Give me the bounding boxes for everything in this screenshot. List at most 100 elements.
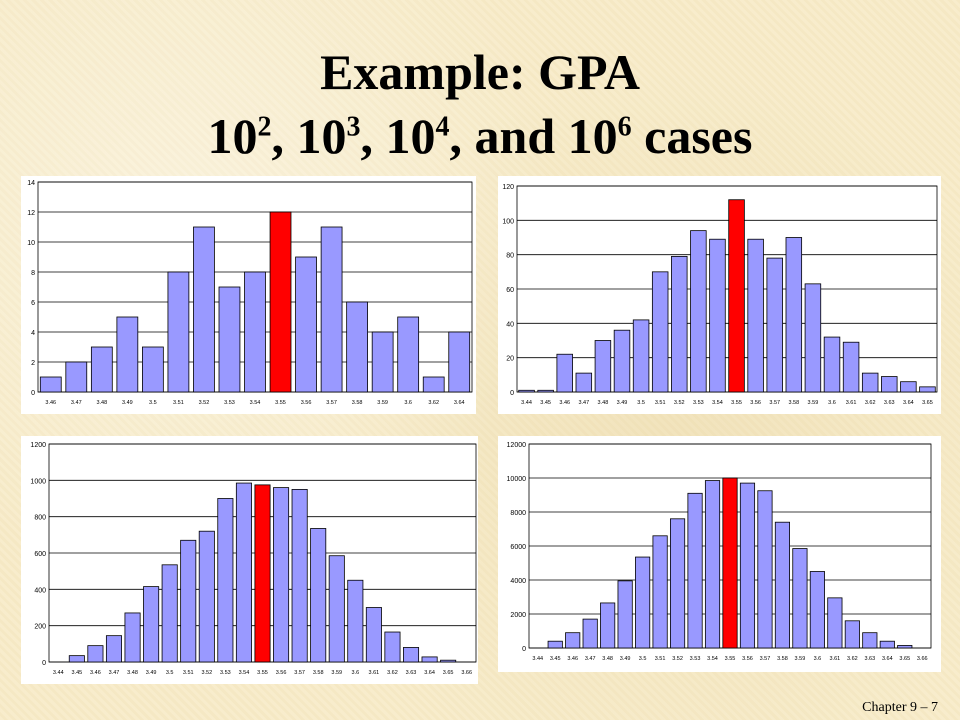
x-tick-label: 3.46 bbox=[559, 400, 570, 406]
title-exp-1: 2 bbox=[257, 111, 272, 143]
title-line-1: Example: GPA bbox=[320, 44, 640, 100]
x-tick-label: 3.47 bbox=[109, 670, 120, 676]
x-tick-label: 3.53 bbox=[220, 670, 231, 676]
title-sep-2: , 10 bbox=[360, 108, 436, 164]
x-tick-label: 3.54 bbox=[239, 670, 250, 676]
x-tick-label: 3.47 bbox=[585, 656, 596, 662]
bar bbox=[161, 564, 178, 663]
x-tick-label: 3.46 bbox=[45, 400, 56, 406]
chart-100-svg: 0 2 4 6 8 10 12 14 3.46 3.47 3.48 3.49 3.5 3.51 3.52 3.… bbox=[27, 180, 473, 406]
bar bbox=[397, 316, 420, 393]
bar bbox=[862, 632, 878, 649]
bar bbox=[384, 631, 401, 663]
bar bbox=[422, 376, 445, 393]
x-tick-label: 3.59 bbox=[331, 670, 342, 676]
y-tick-label: 14 bbox=[27, 180, 35, 187]
y-tick-label: 40 bbox=[506, 321, 514, 328]
title-line-2: 102, 103, 104, and 106 cases bbox=[0, 104, 960, 168]
bar bbox=[124, 612, 141, 663]
bar bbox=[823, 336, 841, 393]
y-tick-label: 8 bbox=[31, 270, 35, 277]
y-tick-label: 6 bbox=[31, 300, 35, 307]
x-tick-label: 3.59 bbox=[377, 400, 388, 406]
x-tick-label: 3.58 bbox=[777, 656, 788, 662]
bar bbox=[537, 389, 554, 393]
x-tick-label: 3.66 bbox=[917, 656, 928, 662]
y-tick-label: 12000 bbox=[507, 442, 527, 449]
bar bbox=[421, 656, 438, 663]
bar bbox=[757, 490, 773, 649]
bar bbox=[774, 521, 791, 649]
bar bbox=[39, 376, 62, 393]
x-tick-label: 3.45 bbox=[550, 656, 561, 662]
x-tick-label: 3.48 bbox=[602, 656, 613, 662]
x-tick-label: 3.51 bbox=[655, 656, 666, 662]
y-tick-label: 8000 bbox=[510, 510, 526, 517]
x-tick-label: 3.53 bbox=[693, 400, 704, 406]
x-tick-label: 3.64 bbox=[882, 656, 893, 662]
x-tick-label: 3.48 bbox=[127, 670, 138, 676]
bar bbox=[518, 389, 535, 393]
x-tick-label: 3.61 bbox=[846, 400, 857, 406]
x-tick-label: 3.56 bbox=[276, 670, 287, 676]
bar bbox=[575, 372, 593, 393]
title-exp-2: 3 bbox=[346, 111, 361, 143]
y-tick-label: 6000 bbox=[510, 544, 526, 551]
x-tick-label: 3.62 bbox=[428, 400, 439, 406]
bar bbox=[651, 271, 669, 393]
bar bbox=[897, 645, 913, 649]
bar bbox=[747, 238, 764, 393]
bar bbox=[594, 340, 612, 393]
x-tick-label: 3.64 bbox=[903, 400, 914, 406]
x-tick-label: 3.51 bbox=[173, 400, 184, 406]
bar bbox=[617, 580, 633, 649]
bar bbox=[704, 480, 721, 649]
bar bbox=[652, 535, 668, 649]
y-tick-label: 80 bbox=[506, 253, 514, 260]
x-tick-label: 3.57 bbox=[294, 670, 305, 676]
x-tick-label: 3.6 bbox=[828, 400, 836, 406]
bar bbox=[65, 361, 88, 393]
x-tick-label: 3.51 bbox=[655, 400, 666, 406]
x-tick-label: 3.47 bbox=[71, 400, 82, 406]
x-tick-label: 3.46 bbox=[567, 656, 578, 662]
bar bbox=[320, 226, 343, 393]
x-tick-label: 3.49 bbox=[122, 400, 133, 406]
y-tick-label: 2 bbox=[31, 360, 35, 367]
y-tick-label: 0 bbox=[510, 390, 514, 397]
x-tick-label: 3.65 bbox=[443, 670, 454, 676]
bar bbox=[346, 301, 368, 393]
y-tick-label: 800 bbox=[34, 515, 46, 522]
bar bbox=[547, 640, 563, 649]
bar bbox=[448, 331, 471, 393]
x-tick-label: 3.46 bbox=[90, 670, 101, 676]
bar bbox=[844, 620, 860, 649]
x-tick-label: 3.65 bbox=[922, 400, 933, 406]
x-tick-label: 3.56 bbox=[301, 400, 312, 406]
x-tick-label: 3.5 bbox=[166, 670, 174, 676]
x-tick-label: 3.53 bbox=[690, 656, 701, 662]
x-tick-label: 3.44 bbox=[521, 400, 532, 406]
bar bbox=[273, 487, 290, 663]
bar bbox=[861, 372, 879, 393]
x-tick-label: 3.63 bbox=[864, 656, 875, 662]
bar bbox=[827, 597, 843, 649]
bar bbox=[328, 555, 345, 663]
highlight-bar bbox=[269, 211, 292, 393]
bar bbox=[739, 482, 756, 649]
slide-title: Example: GPA 102, 103, 104, and 106 case… bbox=[0, 40, 960, 168]
bar bbox=[809, 571, 825, 649]
bar bbox=[310, 528, 327, 663]
bar bbox=[766, 257, 783, 393]
bar bbox=[291, 489, 308, 663]
x-tick-label: 3.55 bbox=[731, 400, 742, 406]
bar bbox=[600, 602, 616, 649]
x-tick-label: 3.54 bbox=[712, 400, 723, 406]
x-tick-label: 3.48 bbox=[598, 400, 609, 406]
x-tick-label: 3.49 bbox=[620, 656, 631, 662]
highlight-bar bbox=[254, 484, 271, 663]
x-tick-label: 3.49 bbox=[146, 670, 157, 676]
x-tick-label: 3.44 bbox=[532, 656, 543, 662]
x-tick-label: 3.58 bbox=[313, 670, 324, 676]
x-tick-label: 3.59 bbox=[795, 656, 806, 662]
